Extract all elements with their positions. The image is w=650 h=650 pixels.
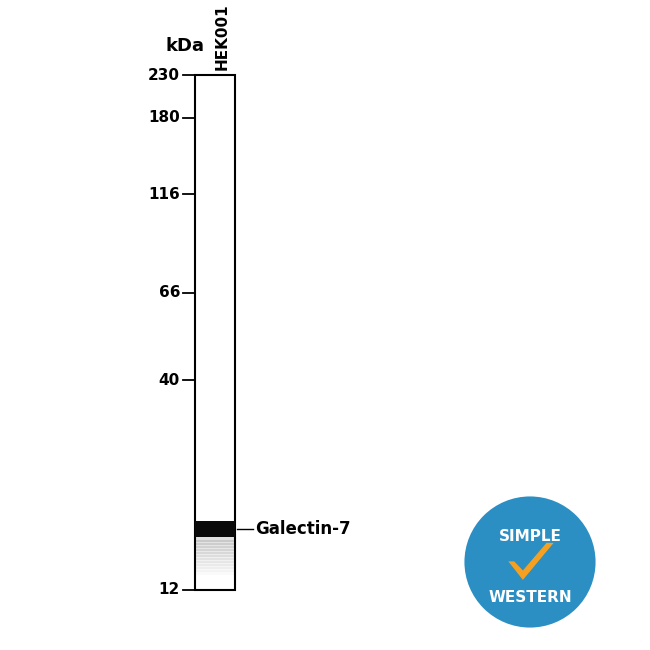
Bar (196, 564, 234, 569)
Bar (196, 561, 234, 566)
Text: Galectin-7: Galectin-7 (255, 520, 350, 538)
Bar (196, 552, 234, 557)
Text: kDa: kDa (166, 37, 205, 55)
Bar (196, 543, 234, 548)
Circle shape (462, 494, 598, 630)
Bar (196, 570, 234, 575)
Bar (196, 540, 234, 545)
Text: 66: 66 (159, 285, 180, 300)
Bar (196, 558, 234, 564)
Bar (196, 567, 234, 572)
Text: 116: 116 (148, 187, 180, 202)
Polygon shape (508, 543, 554, 580)
Bar (196, 549, 234, 554)
Text: 180: 180 (148, 111, 180, 125)
Text: SIMPLE: SIMPLE (499, 528, 562, 543)
Text: WESTERN: WESTERN (488, 590, 572, 605)
Bar (196, 555, 234, 560)
Text: 40: 40 (159, 372, 180, 387)
Bar (196, 538, 234, 542)
Text: © 2014: © 2014 (579, 611, 606, 617)
Text: 230: 230 (148, 68, 180, 83)
Bar (196, 546, 234, 551)
Bar (195, 521, 235, 538)
Text: HEK001: HEK001 (215, 3, 230, 70)
Text: 12: 12 (159, 582, 180, 597)
Bar (195, 75, 235, 590)
